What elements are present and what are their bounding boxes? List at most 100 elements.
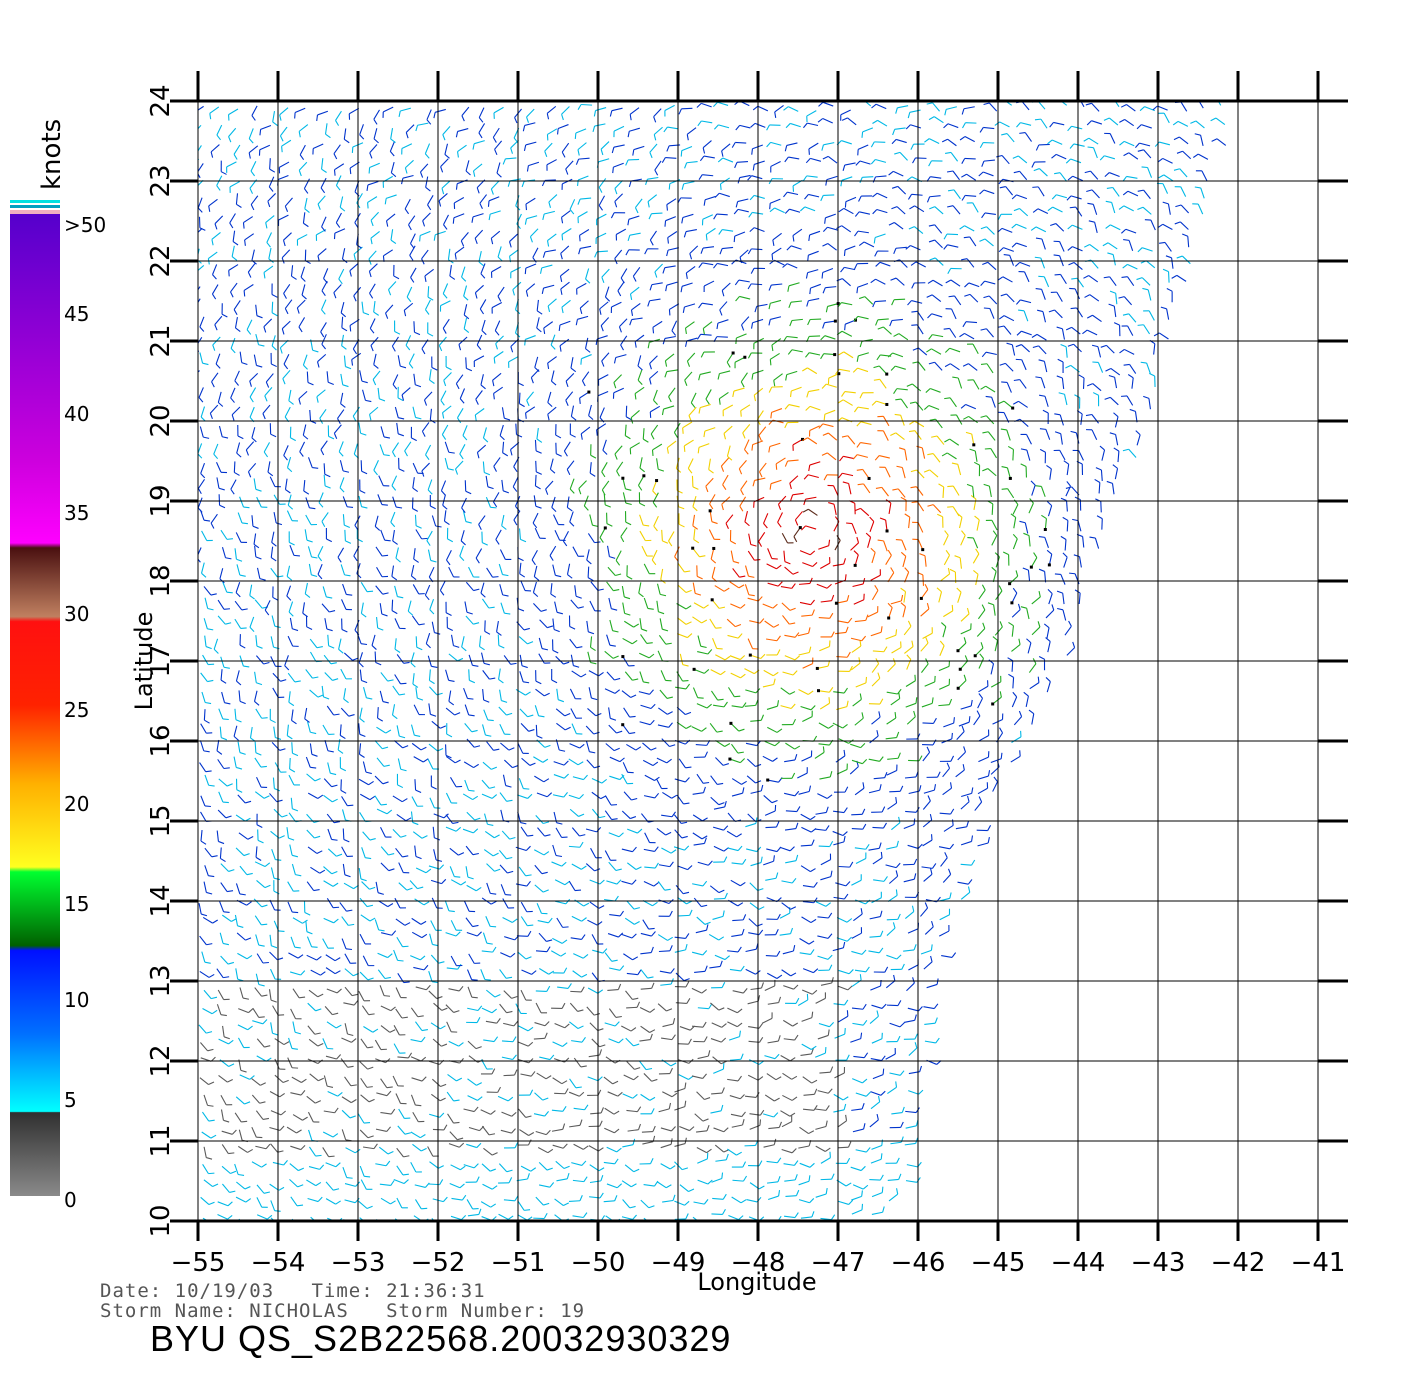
wind-barb-flag	[207, 1104, 214, 1107]
wind-barb-flag	[616, 879, 622, 885]
wind-barb	[530, 369, 540, 378]
wind-barb-flag	[303, 490, 310, 495]
wind-barb-flag	[348, 714, 355, 717]
wind-barb-flag	[286, 595, 292, 601]
wind-barb-flag	[412, 683, 419, 688]
wind-barb	[972, 379, 980, 390]
wind-barb-flag	[650, 747, 657, 751]
wind-barb	[550, 370, 555, 382]
wind-barb-flag	[896, 954, 902, 960]
wind-barb	[833, 504, 837, 516]
wind-barb-flag	[685, 683, 690, 690]
wind-barb-flag	[359, 733, 366, 738]
wind-barb-flag	[873, 365, 880, 369]
wind-barb-flag	[580, 1065, 587, 1068]
wind-barb	[1026, 608, 1030, 620]
wind-barb	[785, 742, 795, 750]
wind-barb-flag	[391, 575, 398, 581]
wind-barb	[748, 1059, 760, 1065]
wind-barb-flag	[947, 506, 954, 508]
wind-barb	[430, 954, 440, 964]
wind-barb-flag	[493, 393, 495, 400]
wind-barb	[494, 320, 501, 331]
wind-barb-flag	[894, 712, 897, 719]
wind-barb	[216, 1004, 222, 1015]
wind-barb	[817, 1090, 829, 1094]
wind-barb-flag	[360, 878, 367, 882]
wind-barb-flag	[506, 799, 513, 802]
wind-barb	[270, 1143, 278, 1153]
wind-barb-flag	[579, 743, 585, 749]
wind-barb	[869, 1119, 879, 1128]
wind-barb-flag	[474, 745, 481, 748]
wind-vector-field	[198, 101, 1227, 1221]
wind-barb	[747, 597, 759, 602]
wind-barb	[393, 740, 403, 749]
wind-barb-flag	[455, 383, 460, 390]
wind-barb-flag	[543, 1213, 548, 1219]
wind-barb-flag	[896, 1035, 901, 1042]
wind-barb	[855, 1149, 867, 1153]
wind-barb-flag	[733, 560, 740, 564]
wind-barb-flag	[861, 1103, 865, 1110]
wind-barb	[884, 467, 891, 478]
wind-barb	[1012, 677, 1015, 689]
wind-barb-flag	[856, 536, 860, 543]
wind-barb-flag	[846, 651, 851, 658]
wind-barb	[621, 690, 631, 698]
wind-barb	[994, 640, 999, 652]
wind-barb	[710, 1002, 720, 1011]
wind-barb	[455, 460, 464, 470]
wind-barb	[397, 758, 402, 770]
wind-barb-flag	[330, 662, 337, 665]
wind-barb	[286, 585, 292, 597]
wind-barb-flag	[332, 882, 339, 887]
wind-barb	[1018, 400, 1028, 408]
wind-barb	[717, 319, 729, 324]
wind-barb	[410, 955, 421, 961]
wind-barb-flag	[982, 622, 986, 629]
wind-barb-flag	[842, 941, 846, 948]
wind-barb	[570, 599, 579, 609]
wind-barb-flag	[825, 1105, 830, 1111]
wind-barb-flag	[1041, 514, 1047, 520]
wind-barb-flag	[343, 698, 349, 704]
wind-barb	[869, 1179, 881, 1181]
wind-barb-flag	[684, 777, 690, 783]
wind-barb	[248, 463, 257, 473]
wind-barb	[658, 950, 670, 953]
wind-barb-flag	[739, 1094, 745, 1100]
wind-barb	[397, 1056, 409, 1059]
wind-barb	[200, 830, 203, 842]
wind-barb-flag	[280, 679, 287, 682]
wind-barb	[871, 677, 881, 687]
wind-barb-flag	[662, 540, 669, 544]
wind-barb-flag	[491, 1152, 498, 1156]
wind-barb-flag	[711, 521, 718, 525]
wind-barb-flag	[702, 786, 706, 793]
wind-barb	[377, 494, 383, 505]
wind-barb-flag	[684, 845, 690, 851]
wind-barb	[675, 686, 687, 690]
wind-barb-flag	[701, 989, 707, 994]
wind-barb	[316, 389, 326, 398]
wind-barb	[876, 400, 887, 406]
wind-barb	[449, 1131, 458, 1141]
wind-barb-flag	[940, 622, 947, 627]
wind-barb	[606, 545, 610, 557]
wind-barb-flag	[998, 400, 1005, 405]
wind-barb	[642, 759, 654, 767]
wind-barb-flag	[595, 338, 598, 345]
wind-barb-flag	[649, 719, 655, 726]
wind-barb	[380, 862, 390, 872]
wind-barb	[391, 704, 396, 716]
wind-barb	[778, 495, 787, 505]
wind-barb-flag	[917, 843, 923, 849]
wind-barb-flag	[492, 576, 499, 578]
wind-barb	[450, 777, 457, 788]
wind-barb-flag	[869, 516, 875, 522]
wind-barb-flag	[321, 521, 326, 528]
wind-barb-flag	[629, 1205, 636, 1209]
wind-barb-flag	[326, 1085, 334, 1088]
wind-barb	[1046, 627, 1050, 639]
